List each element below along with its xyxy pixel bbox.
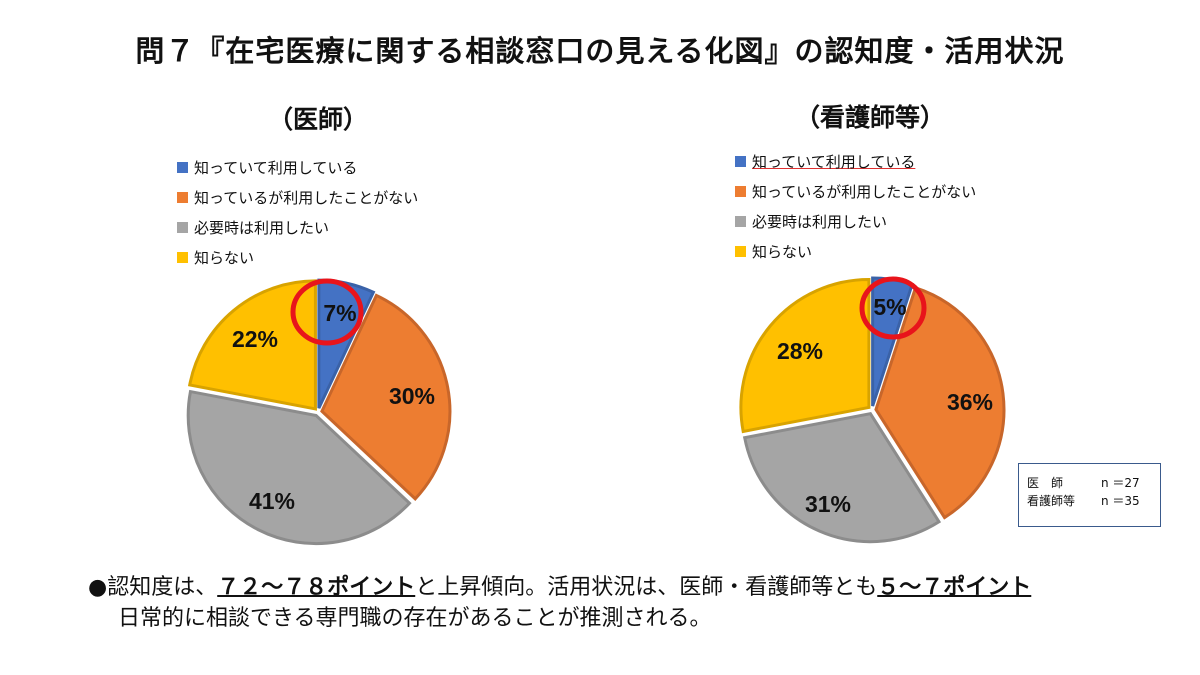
pie-slice <box>874 285 1006 520</box>
legend-swatch <box>735 185 746 197</box>
legend-nurses: 知っていて利用している 知っているが利用したことがない 必要時は利用したい 知ら… <box>735 146 976 266</box>
legend-item: 必要時は利用したい <box>735 206 976 236</box>
data-label: 22% <box>232 326 278 352</box>
pie-slice <box>186 389 412 546</box>
conclusion-emphasis: ５～７ポイント <box>877 575 1032 600</box>
data-label: 28% <box>777 338 823 364</box>
legend-label: 知らない <box>752 242 813 261</box>
chart-title-doctors: （医師） <box>267 105 368 134</box>
legend-item: 知っていて利用している <box>177 152 418 182</box>
sample-label: 看護師等 <box>1027 494 1076 508</box>
legend-item: 知らない <box>735 236 976 266</box>
legend-swatch <box>735 215 746 227</box>
legend-item: 知らない <box>177 242 418 272</box>
legend-swatch <box>177 251 188 263</box>
data-label: 7% <box>323 300 356 326</box>
sample-label: 医 師 <box>1027 476 1064 490</box>
legend-item: 知っているが利用したことがない <box>735 176 976 206</box>
sample-size-row: 看護師等 n ＝35 <box>1027 492 1160 510</box>
pie-slice <box>320 293 452 501</box>
data-label: 5% <box>873 294 906 320</box>
legend-label: 必要時は利用したい <box>194 218 330 237</box>
legend-swatch <box>735 245 746 257</box>
pie-slice <box>742 412 942 544</box>
sample-size-row: 医 師 n ＝27 <box>1027 474 1160 492</box>
legend-label: 知らない <box>194 248 255 267</box>
data-label: 41% <box>249 488 295 514</box>
conclusion-line-2: 日常的に相談できる専門職の存在があることが推測される。 <box>118 606 712 631</box>
legend-label: 知っているが利用したことがない <box>194 188 419 207</box>
conclusion-emphasis: ７２～７８ポイント <box>217 575 416 600</box>
pie-slice <box>739 277 871 434</box>
chart-title-nurses: （看護師等） <box>794 103 945 132</box>
pie-slice <box>187 279 317 411</box>
data-label: 36% <box>947 389 993 415</box>
sample-n: n ＝35 <box>1101 494 1140 508</box>
legend-item: 必要時は利用したい <box>177 212 418 242</box>
conclusion-text: ●認知度は、７２～７８ポイントと上昇傾向。活用状況は、医師・看護師等とも５～７ポ… <box>88 572 1031 634</box>
sample-size-box: 医 師 n ＝27 看護師等 n ＝35 <box>1018 463 1161 527</box>
conclusion-part: 認知度は、 <box>107 575 218 600</box>
data-label: 31% <box>805 491 851 517</box>
legend-label: 知っていて利用している <box>752 152 916 171</box>
conclusion-line-1: ●認知度は、７２～７８ポイントと上昇傾向。活用状況は、医師・看護師等とも５～７ポ… <box>88 572 1031 603</box>
page-title: 問７『在宅医療に関する相談窓口の見える化図』の認知度・活用状況 <box>135 34 1065 68</box>
legend-item: 知っていて利用している <box>735 146 976 176</box>
legend-label: 知っていて利用している <box>194 158 358 177</box>
conclusion-part: と上昇傾向。活用状況は、医師・看護師等とも <box>415 575 878 600</box>
bullet: ● <box>88 575 108 600</box>
legend-doctors: 知っていて利用している 知っているが利用したことがない 必要時は利用したい 知ら… <box>177 152 418 272</box>
legend-swatch <box>735 155 746 167</box>
legend-label: 必要時は利用したい <box>752 212 888 231</box>
legend-item: 知っているが利用したことがない <box>177 182 418 212</box>
legend-swatch <box>177 191 188 203</box>
sample-n: n ＝27 <box>1101 476 1140 490</box>
data-label: 30% <box>389 383 435 409</box>
legend-swatch <box>177 161 188 173</box>
legend-swatch <box>177 221 188 233</box>
legend-label: 知っているが利用したことがない <box>752 182 977 201</box>
highlight-circle <box>859 276 927 340</box>
highlight-circle <box>290 278 364 346</box>
